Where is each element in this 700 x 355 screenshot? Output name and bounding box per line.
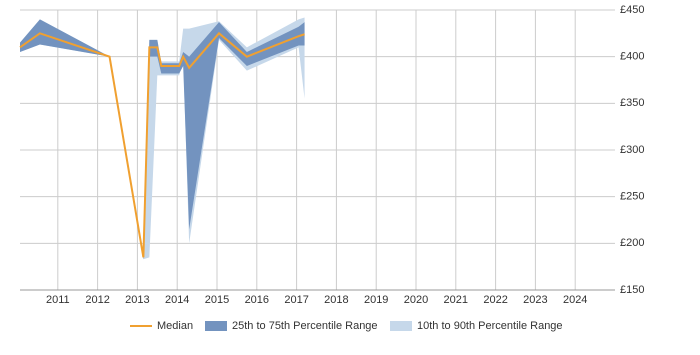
x-tick-label: 2013 — [125, 294, 149, 306]
y-tick-label: £150 — [620, 284, 644, 296]
percentile-band — [20, 19, 305, 260]
legend-label: 25th to 75th Percentile Range — [232, 320, 378, 332]
x-tick-label: 2015 — [205, 294, 229, 306]
x-tick-label: 2021 — [444, 294, 468, 306]
x-tick-label: 2011 — [46, 294, 70, 306]
legend-label: Median — [157, 320, 193, 332]
legend-swatch — [390, 321, 412, 331]
x-tick-label: 2022 — [483, 294, 507, 306]
x-tick-label: 2014 — [165, 294, 189, 306]
x-tick-label: 2019 — [364, 294, 388, 306]
x-tick-label: 2017 — [284, 294, 308, 306]
y-tick-label: £350 — [620, 97, 644, 109]
median-line — [19, 31, 305, 258]
x-tick-label: 2016 — [245, 294, 269, 306]
x-tick-label: 2024 — [563, 294, 587, 306]
legend-label: 10th to 90th Percentile Range — [417, 320, 563, 332]
x-tick-label: 2023 — [523, 294, 547, 306]
y-tick-label: £300 — [620, 144, 644, 156]
legend-swatch — [205, 321, 227, 331]
x-tick-label: 2012 — [85, 294, 109, 306]
x-tick-label: 2020 — [404, 294, 428, 306]
y-tick-label: £400 — [620, 51, 644, 63]
y-tick-label: £450 — [620, 4, 644, 16]
y-tick-label: £200 — [620, 237, 644, 249]
y-tick-label: £250 — [620, 191, 644, 203]
x-tick-label: 2018 — [324, 294, 348, 306]
